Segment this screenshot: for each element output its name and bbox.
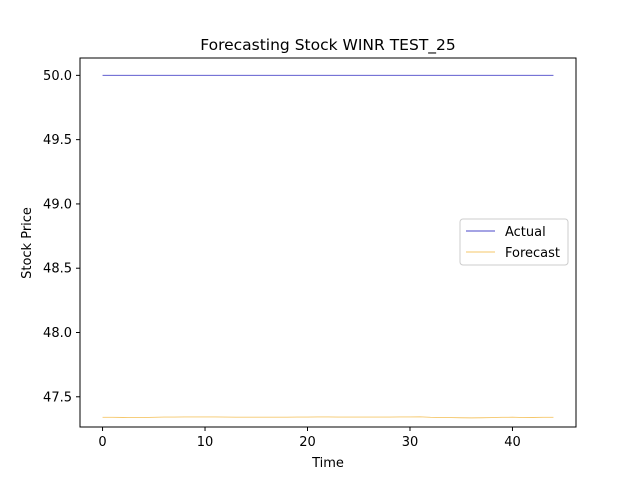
x-tick-label: 30	[402, 435, 419, 450]
legend-label-forecast: Forecast	[505, 246, 560, 261]
legend-label-actual: Actual	[505, 225, 546, 240]
y-tick-label: 49.5	[43, 133, 72, 148]
x-tick-label: 40	[504, 435, 521, 450]
series-line-forecast	[102, 416, 554, 419]
x-axis-label: Time	[311, 456, 344, 471]
x-tick-label: 10	[197, 435, 214, 450]
plot-frame	[79, 57, 577, 428]
y-axis: 47.5 48.0 48.5 49.0 49.5 50.0	[43, 69, 80, 405]
y-tick-label: 47.5	[43, 390, 72, 405]
x-tick-label: 0	[98, 435, 106, 450]
x-axis: 0 10 20 30 40	[98, 427, 521, 450]
y-axis-label: Stock Price	[20, 207, 35, 279]
y-tick-label: 49.0	[43, 197, 72, 212]
x-tick-label: 20	[299, 435, 316, 450]
chart-title: Forecasting Stock WINR TEST_25	[200, 36, 456, 55]
y-tick-label: 48.0	[43, 326, 72, 341]
plot-lines	[102, 74, 554, 419]
y-tick-label: 48.5	[43, 262, 72, 277]
y-tick-label: 50.0	[43, 69, 72, 84]
legend: Actual Forecast	[459, 218, 569, 266]
